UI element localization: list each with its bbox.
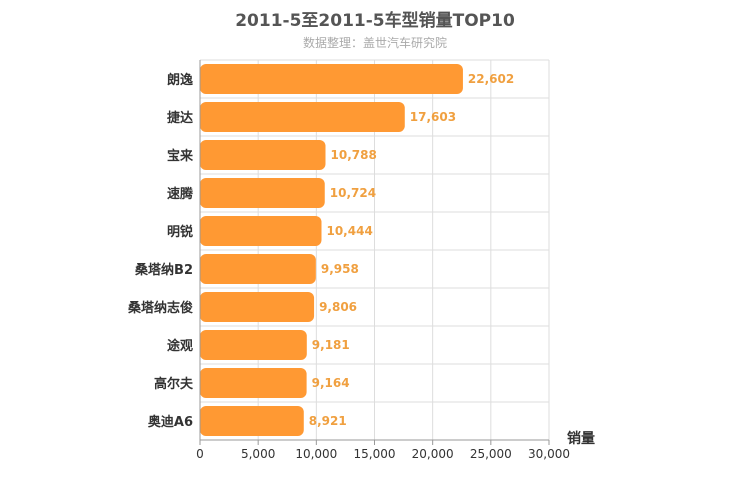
- value-label: 9,181: [312, 338, 350, 352]
- bar[interactable]: [200, 140, 326, 170]
- category-label: 朗逸: [167, 72, 193, 88]
- bar[interactable]: [200, 254, 316, 284]
- category-label: 途观: [167, 338, 193, 354]
- chart-subtitle: 数据整理：盖世汽车研究院: [302, 36, 447, 50]
- bar[interactable]: [200, 64, 463, 94]
- value-label: 8,921: [309, 414, 347, 428]
- x-axis-title: 销量: [567, 430, 595, 447]
- category-label: 桑塔纳B2: [134, 262, 193, 278]
- bar[interactable]: [200, 178, 325, 208]
- x-tick-label: 20,000: [412, 447, 454, 461]
- x-tick-label: 25,000: [470, 447, 512, 461]
- x-tick-label: 0: [196, 447, 204, 461]
- value-label: 9,164: [312, 376, 350, 390]
- category-label: 桑塔纳志俊: [127, 300, 193, 316]
- x-tick-label: 10,000: [295, 447, 337, 461]
- category-label: 捷达: [167, 110, 193, 126]
- bar[interactable]: [200, 102, 405, 132]
- bar[interactable]: [200, 292, 315, 322]
- category-label: 高尔夫: [154, 376, 194, 392]
- bar[interactable]: [200, 406, 304, 436]
- bar[interactable]: [200, 216, 322, 246]
- x-tick-label: 30,000: [528, 447, 570, 461]
- value-label: 10,788: [331, 148, 377, 162]
- category-label: 宝来: [167, 148, 194, 164]
- chart-title: 2011-5至2011-5车型销量TOP10: [235, 11, 515, 31]
- x-tick-label: 5,000: [241, 447, 275, 461]
- category-label: 速腾: [167, 186, 194, 202]
- value-label: 17,603: [410, 110, 456, 124]
- x-tick-label: 15,000: [354, 447, 396, 461]
- bar[interactable]: [200, 330, 307, 360]
- value-label: 9,958: [321, 262, 359, 276]
- category-label: 明锐: [167, 224, 193, 240]
- value-label: 10,724: [330, 186, 376, 200]
- bar[interactable]: [200, 368, 307, 398]
- bar-layer: 22,602 17,603 10,788 10,724 10,444 9,958 9,806…: [200, 64, 514, 436]
- category-label: 奥迪A6: [148, 414, 193, 430]
- value-label: 22,602: [468, 72, 514, 86]
- value-label: 9,806: [319, 300, 357, 314]
- value-label: 10,444: [326, 224, 372, 238]
